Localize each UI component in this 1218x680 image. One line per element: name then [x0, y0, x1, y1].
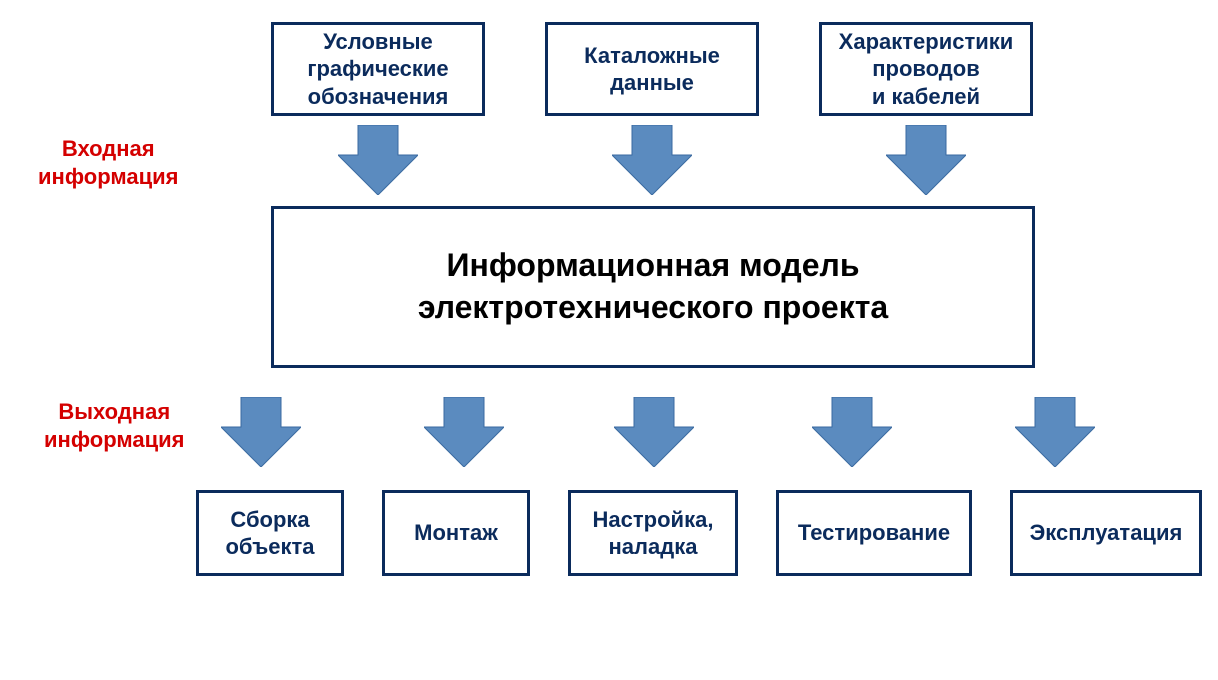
- bottom-box-3: Тестирование: [776, 490, 972, 576]
- down-arrow-icon: [1015, 397, 1095, 467]
- down-arrow-icon: [221, 397, 301, 467]
- input-label-line2: информация: [38, 164, 178, 189]
- down-arrow-icon: [614, 397, 694, 467]
- input-label-line1: Входная: [62, 136, 155, 161]
- bottom-box-0: Сборкаобъекта: [196, 490, 344, 576]
- down-arrow-icon: [886, 125, 966, 195]
- bottom-box-2-label: Настройка,наладка: [593, 506, 714, 561]
- bottom-box-4: Эксплуатация: [1010, 490, 1202, 576]
- down-arrow-icon: [424, 397, 504, 467]
- top-box-2-label: Характеристикипроводови кабелей: [839, 28, 1014, 111]
- flowchart-diagram: Входная информация Выходная информация У…: [0, 0, 1218, 680]
- down-arrow-icon: [338, 125, 418, 195]
- bottom-box-0-label: Сборкаобъекта: [225, 506, 314, 561]
- top-box-0: Условныеграфическиеобозначения: [271, 22, 485, 116]
- output-label: Выходная информация: [44, 398, 184, 453]
- input-label: Входная информация: [38, 135, 178, 190]
- output-label-line2: информация: [44, 427, 184, 452]
- top-box-2: Характеристикипроводови кабелей: [819, 22, 1033, 116]
- bottom-box-3-label: Тестирование: [798, 519, 950, 547]
- top-box-0-label: Условныеграфическиеобозначения: [307, 28, 448, 111]
- bottom-box-2: Настройка,наладка: [568, 490, 738, 576]
- center-box-label: Информационная модельэлектротехнического…: [418, 245, 888, 328]
- down-arrow-icon: [612, 125, 692, 195]
- top-box-1-label: Каталожныеданные: [584, 42, 720, 97]
- output-label-line1: Выходная: [58, 399, 170, 424]
- bottom-box-1: Монтаж: [382, 490, 530, 576]
- top-box-1: Каталожныеданные: [545, 22, 759, 116]
- center-box: Информационная модельэлектротехнического…: [271, 206, 1035, 368]
- bottom-box-1-label: Монтаж: [414, 519, 498, 547]
- down-arrow-icon: [812, 397, 892, 467]
- bottom-box-4-label: Эксплуатация: [1030, 519, 1183, 547]
